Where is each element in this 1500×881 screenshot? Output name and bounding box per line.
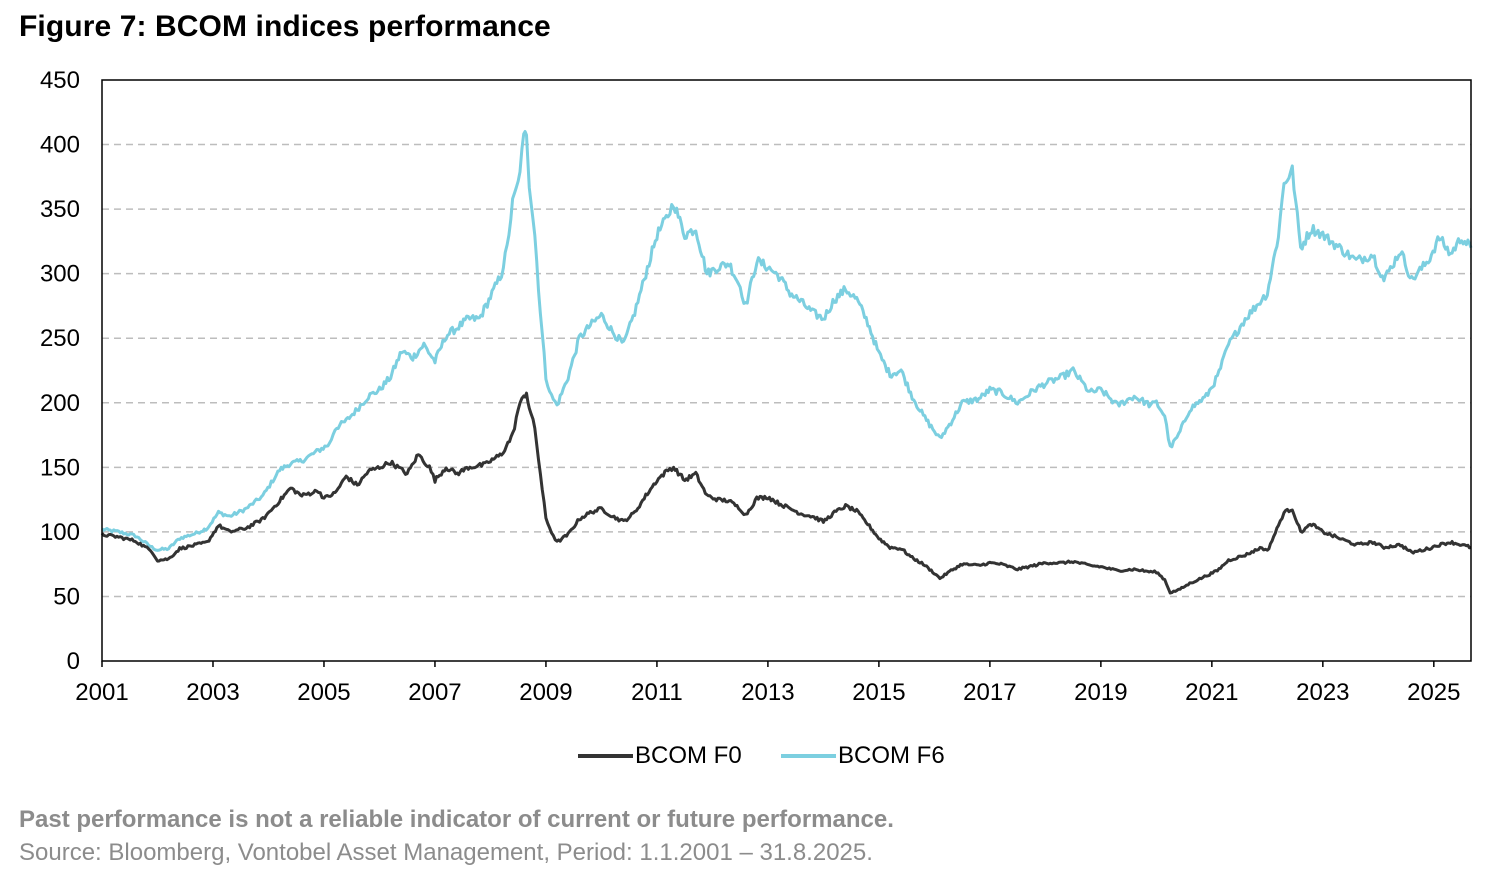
x-tick-label: 2017: [963, 679, 1016, 706]
disclaimer-text: Past performance is not a reliable indic…: [19, 806, 894, 833]
chart-title: Figure 7: BCOM indices performance: [19, 10, 551, 43]
series-line-bcom-f0: [100, 391, 1472, 595]
y-tick-label: 50: [53, 583, 80, 610]
y-tick-label: 350: [40, 196, 80, 223]
x-tick-label: 2013: [741, 679, 794, 706]
x-tick-label: 2001: [75, 679, 128, 706]
y-tick-label: 250: [40, 325, 80, 352]
x-tick-label: 2005: [297, 679, 350, 706]
x-tick-label: 2007: [408, 679, 461, 706]
legend-item-f6: BCOM F6: [781, 742, 945, 770]
y-tick-label: 0: [67, 648, 80, 675]
series-lines: [100, 130, 1473, 595]
legend-label-f6: BCOM F6: [838, 742, 945, 769]
x-tick-label: 2015: [852, 679, 905, 706]
x-tick-label: 2003: [186, 679, 239, 706]
y-tick-label: 400: [40, 132, 80, 159]
footer: Past performance is not a reliable indic…: [19, 803, 894, 869]
plot-frame: [101, 79, 1472, 662]
x-tick-label: 2023: [1296, 679, 1349, 706]
x-tick-label: 2009: [519, 679, 572, 706]
y-tick-label: 150: [40, 454, 80, 481]
y-tick-label: 450: [40, 67, 80, 94]
y-tick-label: 300: [40, 261, 80, 288]
grid-lines: [102, 143, 1471, 598]
y-axis-ticks: 0 50 100 150 200 250 300 350 400 450: [40, 67, 80, 675]
y-tick-label: 200: [40, 390, 80, 417]
x-axis-ticks: 2001 2003 2005 2007 2009 2011 2013 2015 2017 2019…: [75, 661, 1461, 706]
x-tick-label: 2019: [1074, 679, 1127, 706]
legend-label-f0: BCOM F0: [635, 742, 742, 769]
legend-swatch-f0: [578, 754, 633, 758]
legend-swatch-f6: [781, 754, 836, 758]
source-text: Source: Bloomberg, Vontobel Asset Manage…: [19, 839, 873, 866]
x-tick-label: 2011: [631, 679, 683, 706]
legend: BCOM F0 BCOM F6: [0, 742, 1500, 776]
line-chart: 0 50 100 150 200 250 300 350 400 450 2001 2003 2005…: [40, 67, 1473, 706]
x-tick-label: 2021: [1185, 679, 1238, 706]
series-line-bcom-f6: [101, 130, 1473, 552]
x-tick-label: 2025: [1407, 679, 1460, 706]
y-tick-label: 100: [40, 519, 80, 546]
legend-item-f0: BCOM F0: [578, 742, 742, 770]
